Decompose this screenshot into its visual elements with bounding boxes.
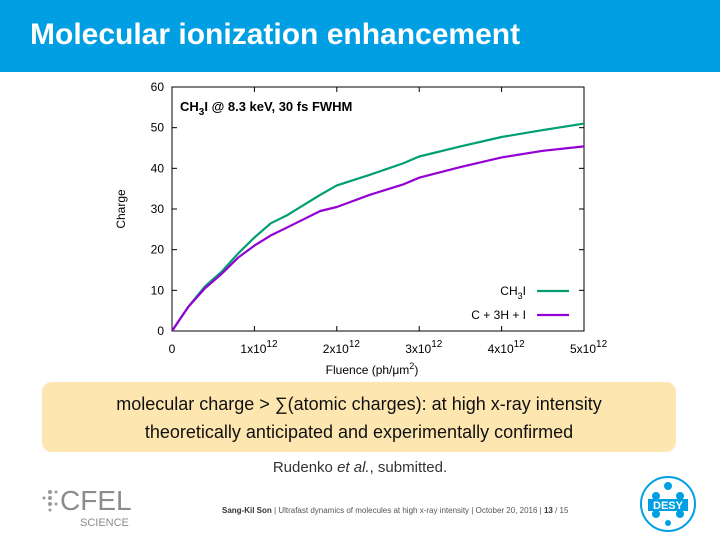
- y-tick-label: 0: [157, 324, 164, 338]
- footer-separator: |: [537, 506, 544, 515]
- y-tick-label: 50: [151, 121, 165, 135]
- y-tick-label: 30: [151, 202, 165, 216]
- cfel-dots-icon: [42, 490, 58, 512]
- science-wordmark: SCIENCE: [80, 517, 129, 529]
- x-axis-label-tail: ): [414, 363, 418, 377]
- x-axis-label-main: Fluence (ph/μm: [326, 363, 410, 377]
- citation: Rudenko et al., submitted.: [0, 459, 720, 476]
- slide-title: Molecular ionization enhancement: [30, 18, 521, 51]
- footer-talk: Ultrafast dynamics of molecules at high …: [278, 506, 470, 515]
- x-tick-base: 0: [169, 342, 176, 356]
- x-tick-exponent: 12: [349, 339, 361, 350]
- series-line-0: [171, 122, 585, 332]
- x-tick-label: 0: [169, 342, 176, 356]
- y-tick-label: 60: [151, 80, 165, 94]
- x-tick-exponent: 12: [266, 339, 278, 350]
- x-tick-exponent: 12: [431, 339, 443, 350]
- citation-rest: , submitted.: [369, 459, 448, 476]
- annotation-sub: 3: [199, 107, 205, 118]
- legend-label-main: CH: [500, 284, 517, 298]
- chart-annotation: CH3I @ 8.3 keV, 30 fs FWHM: [180, 99, 352, 118]
- legend-label-1: C + 3H + I: [471, 308, 526, 322]
- desy-logo: DESY: [640, 476, 696, 532]
- x-tick-exponent: 12: [514, 339, 526, 350]
- x-tick-label: 4x1012: [488, 339, 526, 356]
- x-tick-label: 5x1012: [570, 339, 608, 356]
- x-tick-base: 4x10: [488, 342, 514, 356]
- annotation-rest: I @ 8.3 keV, 30 fs FWHM: [204, 99, 352, 114]
- x-tick-exponent: 12: [596, 339, 608, 350]
- y-tick-label: 20: [151, 243, 165, 257]
- series-line-1: [171, 145, 585, 332]
- conclusion-callout: molecular charge > ∑(atomic charges): at…: [42, 382, 676, 452]
- footer-page-separator: /: [552, 506, 560, 515]
- y-axis-label: Charge: [114, 189, 128, 229]
- annotation-main: CH: [180, 99, 199, 114]
- footer-author: Sang-Kil Son: [222, 506, 272, 515]
- footer-total: 15: [559, 506, 569, 515]
- callout-line-2: theoretically anticipated and experiment…: [144, 422, 574, 442]
- desy-grid-icon: [652, 482, 684, 526]
- footer-date: October 20, 2016: [475, 506, 538, 515]
- desy-wordmark: DESY: [653, 500, 684, 512]
- legend-label-sub: 3: [518, 291, 523, 301]
- cfel-wordmark: CFEL: [60, 485, 132, 516]
- footer-separator: |: [469, 506, 476, 515]
- callout-line-1: molecular charge > ∑(atomic charges): at…: [116, 394, 602, 414]
- legend-label-0: CH3I: [500, 284, 526, 301]
- title-bar: [0, 0, 720, 72]
- x-tick-label: 3x1012: [405, 339, 443, 356]
- footer: Sang-Kil Son | Ultrafast dynamics of mol…: [222, 506, 568, 515]
- desy-label-bg: [648, 499, 688, 511]
- citation-author: Rudenko: [272, 459, 338, 476]
- legend-label-rest: I: [523, 284, 526, 298]
- x-axis-label: Fluence (ph/μm2): [326, 361, 419, 377]
- x-tick-base: 5x10: [570, 342, 596, 356]
- y-tick-label: 40: [151, 161, 165, 175]
- x-tick-label: 1x1012: [240, 339, 278, 356]
- cfel-science-logo: CFEL SCIENCE: [42, 485, 132, 529]
- x-axis-label-sup: 2: [409, 361, 414, 371]
- x-tick-base: 2x10: [323, 342, 349, 356]
- citation-etal: et al.: [337, 459, 370, 476]
- legend-label-main: C + 3H + I: [471, 308, 526, 322]
- y-tick-label: 10: [151, 283, 165, 297]
- x-tick-label: 2x1012: [323, 339, 361, 356]
- footer-separator: |: [271, 506, 279, 515]
- x-tick-base: 3x10: [405, 342, 431, 356]
- x-tick-base: 1x10: [240, 342, 266, 356]
- footer-page: 13: [543, 506, 553, 515]
